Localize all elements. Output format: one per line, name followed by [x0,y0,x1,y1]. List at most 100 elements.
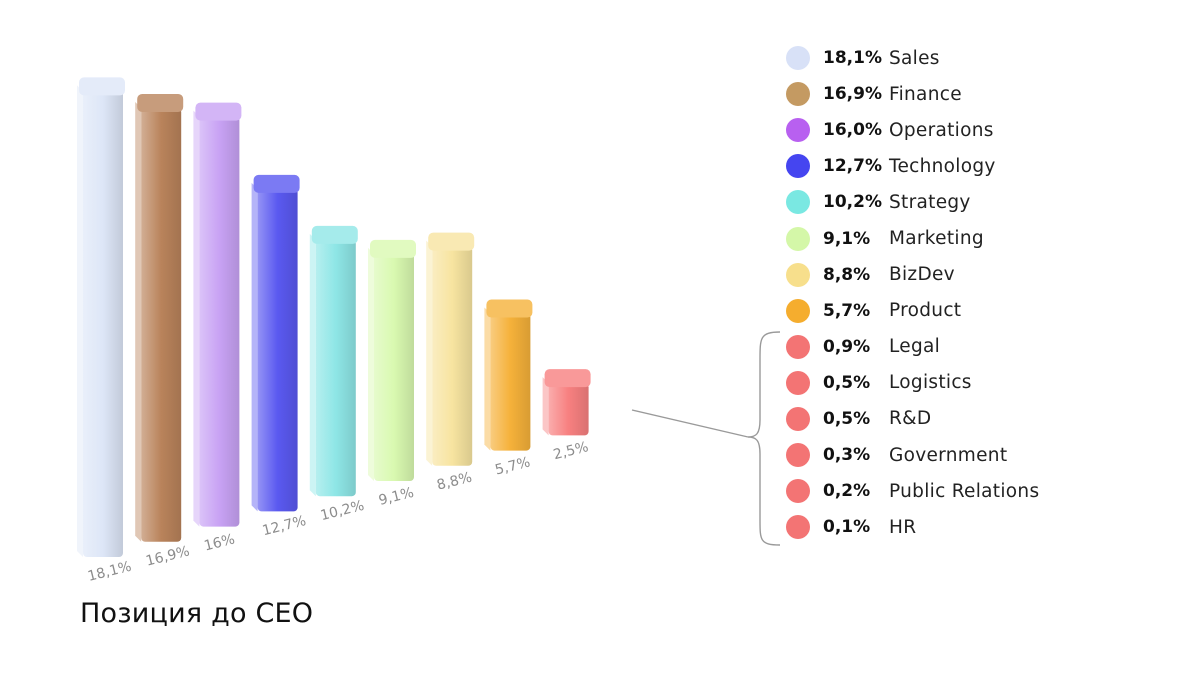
legend-color-dot [786,262,810,287]
legend-label: Operations [889,119,994,141]
bar-value-label: 10,2% [319,498,366,524]
bar-side [309,233,316,497]
bar-top [79,77,125,96]
legend-color-dot [786,118,810,143]
bar-top [428,232,475,251]
bar-value-label: 5,7% [493,454,531,478]
bar-top [253,174,300,193]
legend-percentage: 16,9% [823,84,882,105]
legend-color-dot [786,226,810,251]
legend-item: 0,5% Logistics [786,365,1116,401]
legend-percentage: 0,5% [823,372,871,393]
bar-top [137,93,184,112]
legend-label: BizDev [889,264,955,286]
bar-side [193,110,200,527]
legend-item: 9,1% Marketing [786,220,1116,256]
bar-technology [251,174,300,512]
bar-product [484,299,533,451]
bar-top [544,369,591,388]
legend-label: R&D [889,408,932,430]
legend-percentage: 16,0% [823,120,882,141]
bar-front [490,313,531,451]
chart-title: Позиция до CEO [80,598,314,629]
bar-front [315,239,356,497]
bracket-curve [747,331,781,546]
bar-top [195,102,242,121]
legend-item: 8,8% BizDev [786,257,1116,293]
bar-side [484,307,491,451]
legend-color-dot [786,334,810,359]
bar-side [77,85,83,557]
bar-top [486,299,533,318]
legend-color-dot [786,46,810,71]
bar-front [83,91,123,557]
legend-percentage: 0,2% [823,481,871,502]
legend-item: 5,7% Product [786,293,1116,329]
legend-label: Marketing [889,228,984,250]
legend-label: Logistics [889,372,972,394]
legend-percentage: 0,3% [823,445,871,466]
legend-item: 16,9% Finance [786,76,1116,112]
legend-item: 0,1% HR [786,509,1116,545]
bar-front [141,107,182,542]
legend-item: 0,2% Public Relations [786,473,1116,509]
bar-value-label: 2,5% [552,439,590,463]
legend-percentage: 8,8% [823,264,871,285]
bar-front [199,116,240,527]
bar-bizdev [426,232,475,466]
bar-side [542,377,549,436]
bar-value-label: 18,1% [86,559,133,585]
other-group-bracket [631,331,781,546]
bar-value-label: 12,7% [261,513,308,539]
bar-side [426,240,433,466]
bar-front [548,383,589,436]
bar-strategy [309,225,358,497]
bar-side [368,247,374,481]
bar-top [370,239,416,258]
bar-other [542,369,591,436]
bracket-connector-line [631,409,749,438]
legend-color-dot [786,82,810,107]
legend-item: 0,5% R&D [786,401,1116,437]
legend-label: Strategy [889,191,971,213]
legend-percentage: 0,1% [823,517,871,538]
bar-side [135,101,142,542]
legend-label: Legal [889,336,941,358]
legend-percentage: 12,7% [823,156,882,177]
bar-value-label: 9,1% [377,485,415,509]
legend-percentage: 0,9% [823,336,871,357]
bar-value-label: 16,9% [144,543,191,569]
legend-percentage: 5,7% [823,300,871,321]
legend-color-dot [786,298,810,323]
bar-chart: 18,1% 16,9% 16% 12,7% 10,2% 9,1% 8,8% 5,7% 2,5% [77,77,591,585]
legend-percentage: 10,2% [823,192,882,213]
bar-front [432,246,473,466]
legend-label: Finance [889,83,962,105]
legend-item: 10,2% Strategy [786,184,1116,220]
legend-label: Sales [889,47,940,69]
legend-percentage: 0,5% [823,408,871,429]
bar-value-label: 8,8% [435,470,473,494]
bar-side [251,182,258,512]
legend-item: 0,3% Government [786,437,1116,473]
legend-item: 0,9% Legal [786,329,1116,365]
bar-operations [193,102,242,527]
legend-color-dot [786,479,810,504]
legend-label: HR [889,516,917,538]
legend-item: 16,0% Operations [786,112,1116,148]
bar-sales [77,77,125,557]
chart-bars: 18,1% 16,9% 16% 12,7% 10,2% 9,1% 8,8% 5,7% 2,5% [77,77,591,585]
legend-label: Government [889,444,1008,466]
legend-percentage: 18,1% [823,48,882,69]
bar-top [311,225,358,244]
bar-front [374,253,414,481]
bar-finance [135,93,184,542]
legend-color-dot [786,406,810,431]
legend-label: Technology [889,155,996,177]
bar-front [257,188,298,512]
legend-label: Public Relations [889,480,1040,502]
legend: 18,1% Sales 16,9% Finance 16,0% Operations 12,… [786,40,1116,545]
legend-color-dot [786,190,810,215]
bar-marketing [368,239,416,481]
legend-label: Product [889,300,962,322]
